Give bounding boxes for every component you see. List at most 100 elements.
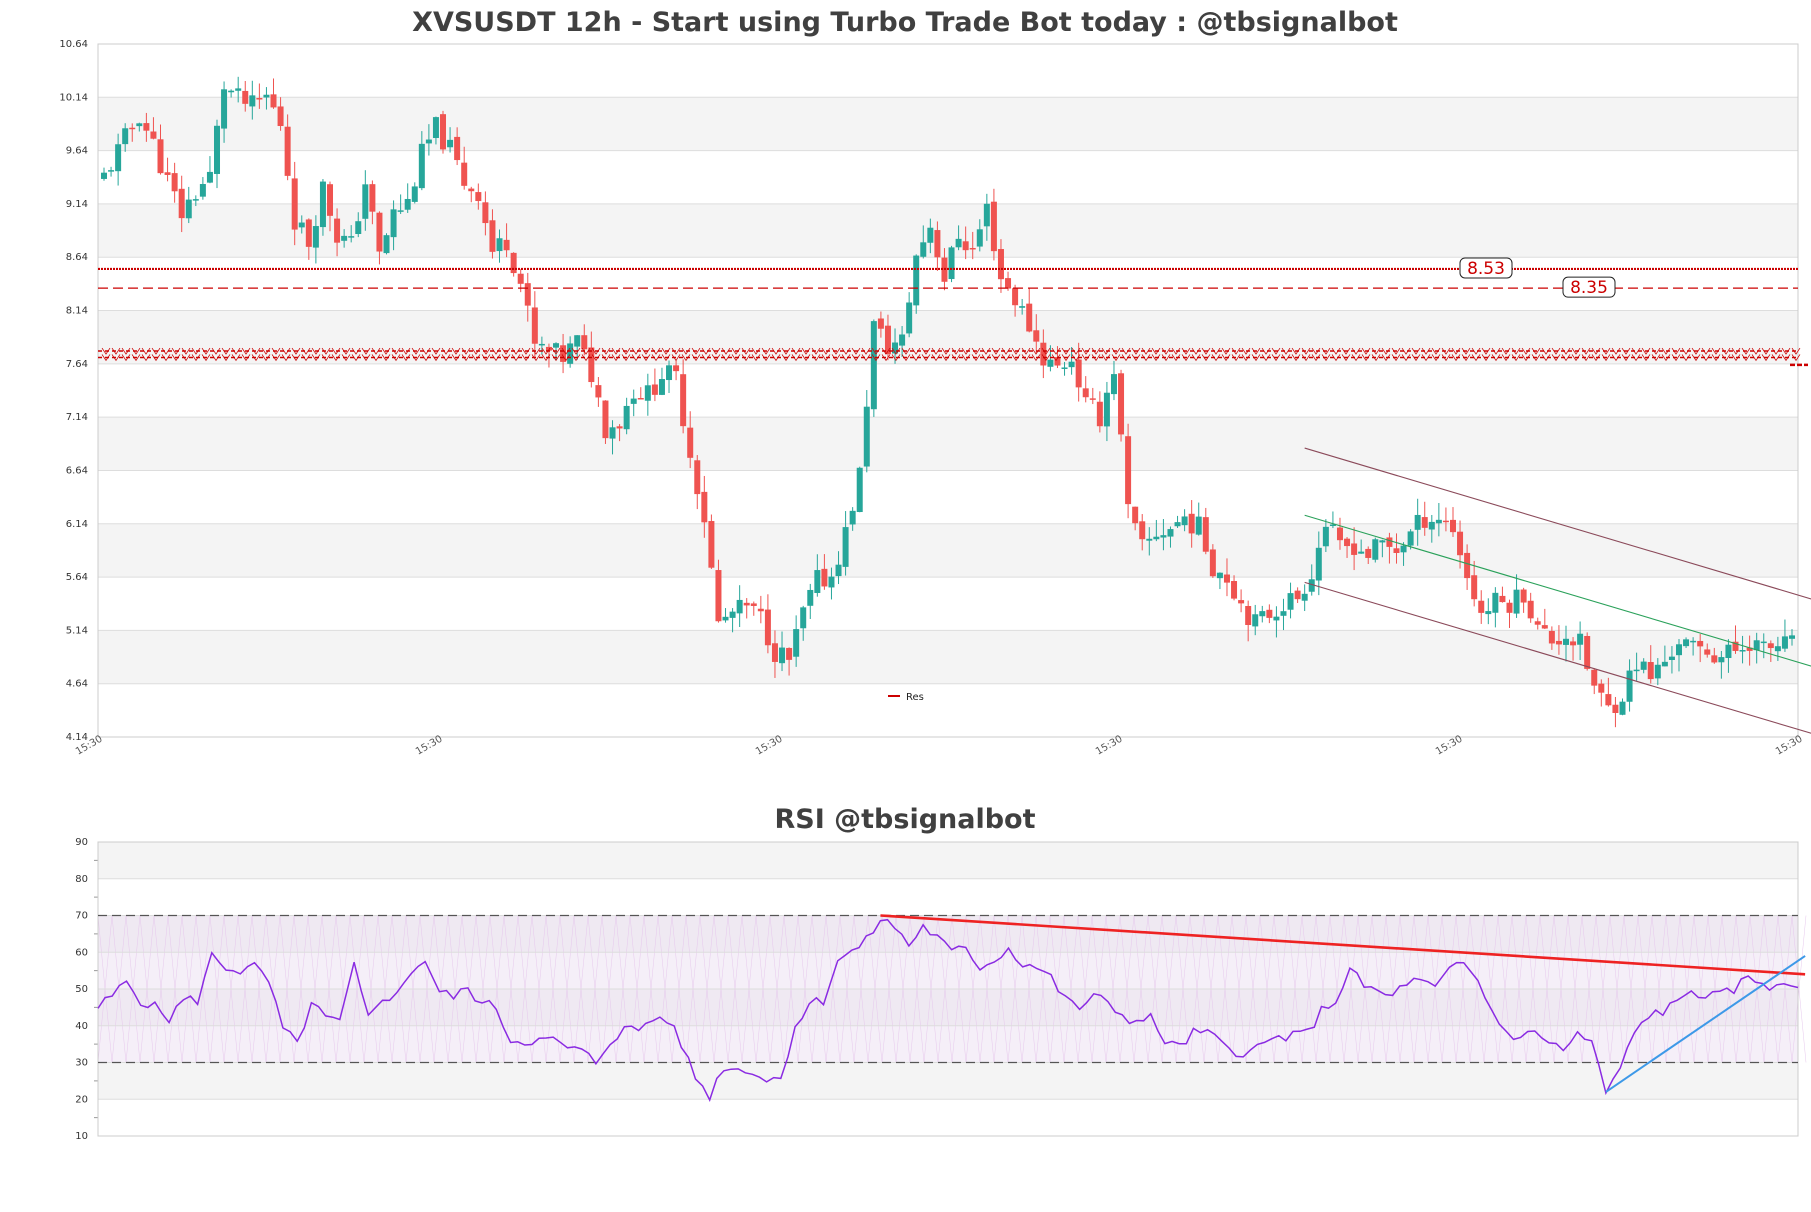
level-hatch xyxy=(241,354,251,362)
candle-body xyxy=(1167,529,1174,537)
candle-body xyxy=(708,521,715,568)
candle-body xyxy=(757,608,764,612)
level-hatch xyxy=(1701,354,1711,362)
candle-body xyxy=(1075,359,1082,388)
level-hatch xyxy=(1581,354,1591,362)
candle-body xyxy=(962,241,969,251)
level-hatch xyxy=(321,354,331,362)
level-hatch xyxy=(221,354,231,362)
candle-body xyxy=(1732,641,1739,651)
candle-body xyxy=(277,106,284,127)
level-hatch xyxy=(1311,347,1321,355)
candle-body xyxy=(185,199,192,219)
level-label-box xyxy=(1562,276,1616,298)
level-hatch xyxy=(451,354,461,362)
candle-body xyxy=(1400,545,1407,553)
candle-body xyxy=(1146,538,1153,541)
candle-body xyxy=(108,170,115,172)
level-hatch xyxy=(1491,347,1501,355)
level-hatch xyxy=(1421,347,1431,355)
level-hatch xyxy=(911,347,921,355)
level-hatch xyxy=(201,347,211,355)
candle-body xyxy=(136,123,143,127)
level-hatch xyxy=(1601,347,1611,355)
level-hatch xyxy=(1431,347,1441,355)
candle-body xyxy=(1322,526,1329,547)
level-hatch xyxy=(1341,354,1351,362)
candle-body xyxy=(1047,359,1054,367)
candle-body xyxy=(658,379,665,395)
candle-body xyxy=(899,334,906,346)
level-hatch xyxy=(551,354,561,362)
level-hatch xyxy=(1371,347,1381,355)
level-hatch xyxy=(181,354,191,362)
level-hatch xyxy=(381,347,391,355)
channel-upper-line xyxy=(1304,447,1811,600)
candle-body xyxy=(856,467,863,513)
candle-body xyxy=(461,162,468,186)
level-hatch xyxy=(1051,354,1061,362)
level-hatch xyxy=(1171,354,1181,362)
level-hatch xyxy=(411,354,421,362)
level-hatch xyxy=(431,347,441,355)
candle-body xyxy=(1202,517,1209,552)
level-hatch xyxy=(1051,347,1061,355)
level-hatch xyxy=(661,347,671,355)
candle-body xyxy=(1365,548,1372,558)
candle-body xyxy=(1301,593,1308,601)
candle-body xyxy=(284,126,291,176)
rsi-line xyxy=(97,918,1799,1102)
candle-body xyxy=(1181,516,1188,526)
level-hatch xyxy=(1781,354,1791,362)
candle-body xyxy=(1287,593,1294,610)
candle-body xyxy=(1492,592,1499,613)
level-hatch xyxy=(1041,354,1051,362)
candle-body xyxy=(1103,392,1110,427)
candle-body xyxy=(1435,519,1442,524)
candle-body xyxy=(1647,662,1654,680)
level-hatch xyxy=(1211,347,1221,355)
level-hatch xyxy=(761,347,771,355)
level-hatch xyxy=(131,354,141,362)
level-hatch xyxy=(1711,347,1721,355)
channel-middle-line xyxy=(1304,514,1811,667)
level-hatch xyxy=(311,354,321,362)
level-hatch xyxy=(1541,354,1551,362)
level-hatch xyxy=(401,347,411,355)
candle-body xyxy=(1040,342,1047,366)
candle-body xyxy=(1372,539,1379,560)
candle-body xyxy=(567,343,574,364)
level-hatch xyxy=(1521,347,1531,355)
candle-body xyxy=(228,90,235,93)
level-hatch xyxy=(1241,354,1251,362)
candle-body xyxy=(1520,589,1527,603)
level-hatch xyxy=(571,354,581,362)
candle-body xyxy=(581,335,588,350)
candle-body xyxy=(1619,701,1626,715)
level-hatch xyxy=(1221,347,1231,355)
rsi-y-tick-label: 90 xyxy=(75,837,88,848)
level-hatch xyxy=(1401,347,1411,355)
level-hatch xyxy=(1641,354,1651,362)
level-hatch xyxy=(471,354,481,362)
level-hatch xyxy=(1511,354,1521,362)
candle-body xyxy=(722,616,729,621)
candle-body xyxy=(630,398,637,404)
candle-body xyxy=(432,117,439,138)
candle-body xyxy=(553,343,560,348)
level-hatch xyxy=(1141,354,1151,362)
candle-body xyxy=(1506,602,1513,613)
level-hatch xyxy=(1131,354,1141,362)
candle-body xyxy=(1005,278,1012,289)
price-y-tick-label: 5.14 xyxy=(66,625,88,636)
level-hatch xyxy=(321,347,331,355)
level-hatch xyxy=(521,347,531,355)
level-hatch xyxy=(601,354,611,362)
level-hatch xyxy=(1031,347,1041,355)
level-hatch xyxy=(1251,354,1261,362)
level-hatch xyxy=(1321,354,1331,362)
level-hatch xyxy=(1651,354,1661,362)
level-hatch xyxy=(1641,347,1651,355)
level-hatch xyxy=(751,354,761,362)
